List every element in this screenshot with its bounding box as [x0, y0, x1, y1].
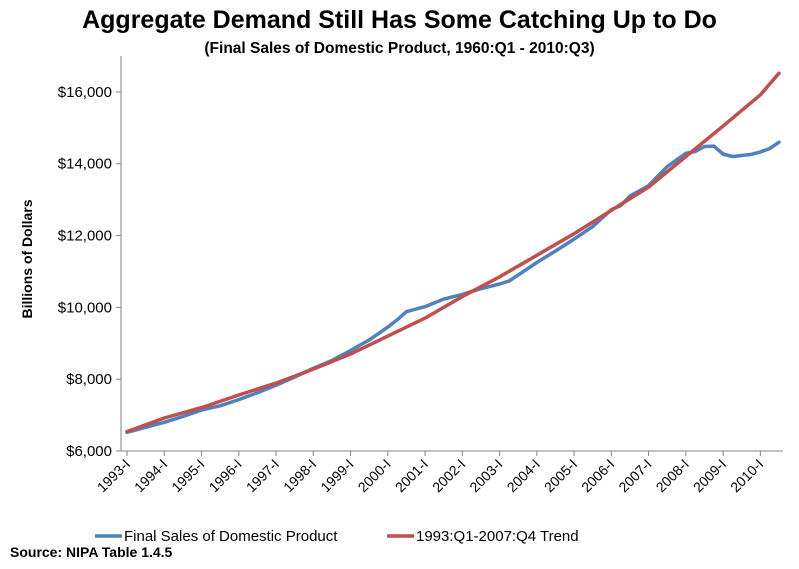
chart-subtitle: (Final Sales of Domestic Product, 1960:Q…: [204, 40, 595, 57]
x-tick-label: 2007-I: [615, 456, 654, 495]
source-note: Source: NIPA Table 1.4.5: [10, 544, 173, 560]
y-axis-label: Billions of Dollars: [19, 199, 35, 318]
x-tick-label: 2005-I: [541, 456, 580, 495]
series-line-trend: [125, 71, 781, 434]
x-tick-label: 2010-I: [727, 456, 766, 495]
x-tick-label: 2009-I: [690, 456, 729, 495]
series-lines: [125, 71, 781, 435]
y-tick-label: $10,000: [58, 299, 112, 316]
x-tick-label: 2008-I: [653, 456, 692, 495]
y-tick-label: $8,000: [66, 371, 112, 388]
y-tick-label: $12,000: [58, 228, 112, 245]
x-tick-label: 1997-I: [243, 456, 282, 495]
x-tick-label: 2006-I: [578, 456, 617, 495]
x-tick-label: 2000-I: [355, 456, 394, 495]
series-line-final-sales: [125, 140, 781, 435]
x-tick-label: 1994-I: [131, 456, 170, 495]
legend: Final Sales of Domestic Product 1993:Q1-2…: [95, 528, 579, 545]
x-tick-label: 1998-I: [280, 456, 319, 495]
chart-title: Aggregate Demand Still Has Some Catching…: [82, 6, 717, 34]
legend-label: 1993:Q1-2007:Q4 Trend: [416, 528, 579, 545]
y-tick-label: $14,000: [58, 156, 112, 173]
y-tick-label: $16,000: [58, 84, 112, 101]
y-axis: $6,000 $8,000 $10,000 $12,000 $14,000 $16,000: [58, 56, 122, 460]
x-tick-label: 1993-I: [94, 456, 133, 495]
legend-label: Final Sales of Domestic Product: [124, 528, 338, 545]
x-tick-label: 2001-I: [392, 456, 431, 495]
x-tick-label: 2003-I: [466, 456, 505, 495]
x-tick-label: 2004-I: [504, 456, 543, 495]
x-tick-label: 1995-I: [168, 456, 207, 495]
y-tick-label: $6,000: [66, 443, 112, 460]
x-tick-label: 2002-I: [429, 456, 468, 495]
x-axis: 1993-I1994-I1995-I1996-I1997-I1998-I1999…: [94, 450, 783, 495]
x-tick-label: 1996-I: [206, 456, 245, 495]
x-tick-label: 1999-I: [317, 456, 356, 495]
